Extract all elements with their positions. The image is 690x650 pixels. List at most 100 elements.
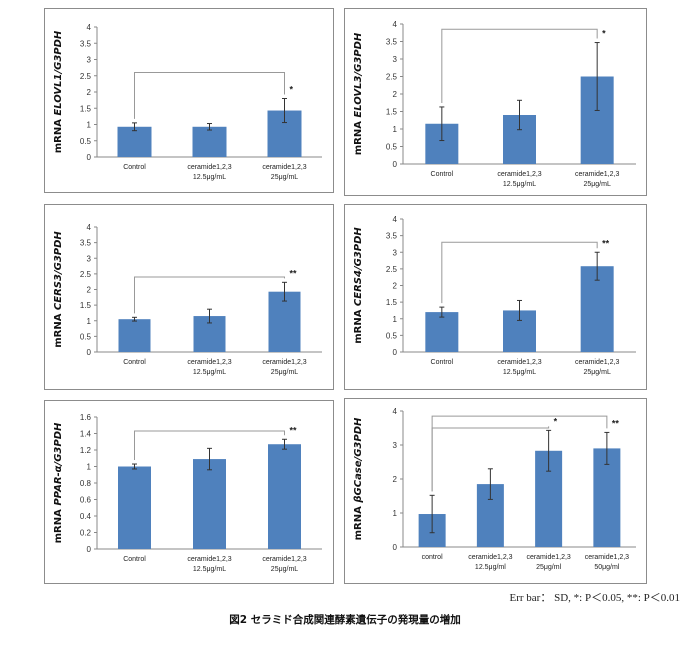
y-tick-label: 2	[393, 475, 398, 484]
y-tick-label: 2	[393, 282, 398, 291]
chart-svg: 0 0.5 1 1.5 2 2.5 3 3.5 4 mRNA CERS3/G3PDH Control…	[53, 223, 322, 376]
bar	[268, 444, 301, 549]
bar	[268, 291, 301, 352]
chart-panel-elovl3: 0 0.5 1 1.5 2 2.5 3 3.5 4 mRNA ELOVL3/G3PDH Contro…	[344, 8, 647, 196]
y-tick-label: 3.5	[386, 38, 398, 47]
y-tick-label: 0.5	[80, 332, 92, 341]
category-label: Control	[123, 359, 146, 366]
y-tick-label: 0.2	[80, 529, 92, 538]
chart-svg: 0 0.5 1 1.5 2 2.5 3 3.5 4 mRNA ELOVL1/G3PDH Contro…	[53, 23, 322, 181]
category-label: 12.5μg/ml	[475, 564, 506, 571]
category-label: ceramide1,2,3	[187, 164, 231, 171]
significance-mark: **	[290, 268, 298, 278]
significance-bracket	[431, 415, 608, 492]
y-tick-label: 0.6	[80, 496, 92, 505]
category-label: ceramide1,2,3	[262, 359, 306, 366]
bar	[118, 319, 151, 352]
y-tick-label: 4	[87, 23, 92, 32]
chart-svg: 0 0.2 0.4 0.6 0.8 1 1.2 1.4 1.6 mRNA PPAR-α/G3PDH…	[53, 413, 322, 573]
y-tick-label: 0	[87, 153, 92, 162]
y-tick-label: 1.5	[386, 298, 398, 307]
y-tick-label: 1	[87, 121, 92, 130]
y-axis-label-prefix: mRNA	[353, 118, 364, 156]
category-label: 12.5μg/mL	[193, 566, 226, 573]
category-label: ceramide1,2,3	[262, 164, 306, 171]
y-tick-label: 1	[393, 125, 398, 134]
y-tick-label: 0.5	[386, 331, 398, 340]
y-tick-label: 2	[393, 90, 398, 99]
significance-mark: *	[554, 416, 558, 426]
y-tick-label: 3	[87, 56, 92, 65]
y-tick-label: 0	[393, 160, 398, 169]
y-axis-label-gene: ELOVL3/G3PDH	[353, 32, 364, 118]
chart-panel-bgcase: 0 1 2 3 4 mRNA βGCase/G3PDH control ceramide1,2…	[344, 398, 647, 584]
y-axis-label: mRNA PPAR-α/G3PDH	[53, 422, 64, 543]
y-axis-label-gene: CERS3/G3PDH	[53, 231, 64, 310]
y-axis-label: mRNA ELOVL3/G3PDH	[353, 32, 364, 155]
y-tick-label: 1.4	[80, 430, 92, 439]
category-label: ceramide1,2,3	[497, 171, 541, 178]
y-axis-label-gene: CERS4/G3PDH	[353, 227, 364, 306]
y-tick-label: 3.5	[386, 232, 398, 241]
y-axis-label: mRNA CERS3/G3PDH	[53, 231, 64, 348]
y-axis-label: mRNA CERS4/G3PDH	[353, 227, 364, 344]
y-tick-label: 3	[393, 441, 398, 450]
y-tick-label: 3.5	[80, 39, 92, 48]
y-tick-label: 1.6	[80, 413, 92, 422]
significance-mark: **	[612, 418, 620, 428]
y-axis-label: mRNA ELOVL1/G3PDH	[53, 30, 64, 153]
category-label: ceramide1,2,3	[187, 556, 231, 563]
category-label: Control	[431, 359, 454, 366]
y-tick-label: 2	[87, 88, 92, 97]
chart-panel-cers4: 0 0.5 1 1.5 2 2.5 3 3.5 4 mRNA CERS4/G3PDH Control…	[344, 204, 647, 390]
y-tick-label: 2	[87, 286, 92, 295]
significance-bracket	[134, 430, 285, 461]
category-label: 12.5μg/mL	[503, 181, 536, 188]
significance-mark: **	[290, 425, 298, 435]
y-tick-label: 2.5	[386, 265, 398, 274]
category-label: ceramide1,2,3	[187, 359, 231, 366]
bar	[192, 126, 227, 157]
y-tick-label: 1.5	[80, 104, 92, 113]
y-tick-label: 3	[87, 254, 92, 263]
category-label: 12.5μg/mL	[503, 369, 536, 376]
y-axis-label: mRNA βGCase/G3PDH	[353, 417, 364, 540]
y-axis-label-gene: βGCase/G3PDH	[353, 417, 364, 504]
chart-panel-ppar-alpha: 0 0.2 0.4 0.6 0.8 1 1.2 1.4 1.6 mRNA PPAR-α/G3PDH…	[44, 400, 334, 584]
category-label: 25μg/mL	[271, 174, 298, 181]
category-label: ceramide1,2,3	[468, 554, 512, 561]
significance-bracket	[134, 72, 285, 119]
y-axis-label-prefix: mRNA	[353, 503, 364, 541]
error-bar-note: Err bar： SD, *: P＜0.05, **: P＜0.01	[509, 592, 681, 604]
bar	[118, 466, 151, 549]
category-label: ceramide1,2,3	[497, 359, 541, 366]
bar	[425, 312, 459, 352]
y-tick-label: 4	[393, 215, 398, 224]
significance-bracket	[134, 276, 285, 314]
significance-bracket	[441, 241, 598, 304]
significance-mark: *	[602, 29, 606, 39]
category-label: 50μg/ml	[594, 564, 619, 571]
y-tick-label: 1.5	[80, 301, 92, 310]
y-tick-label: 3	[393, 55, 398, 64]
y-tick-label: 2.5	[386, 73, 398, 82]
y-tick-label: 0.5	[80, 137, 92, 146]
y-tick-label: 0.5	[386, 143, 398, 152]
y-tick-label: 3.5	[80, 239, 92, 248]
y-tick-label: 1	[393, 509, 398, 518]
chart-panel-elovl1: 0 0.5 1 1.5 2 2.5 3 3.5 4 mRNA ELOVL1/G3PDH Contro…	[44, 8, 334, 193]
category-label: 25μg/mL	[271, 566, 298, 573]
y-axis-label-prefix: mRNA	[353, 306, 364, 344]
y-tick-label: 1.5	[386, 108, 398, 117]
category-label: ceramide1,2,3	[585, 554, 629, 561]
category-label: Control	[123, 556, 146, 563]
category-label: Control	[123, 164, 146, 171]
category-label: ceramide1,2,3	[526, 554, 570, 561]
chart-svg: 0 1 2 3 4 mRNA βGCase/G3PDH control ceramide1,2…	[353, 407, 636, 571]
y-tick-label: 0	[393, 543, 398, 552]
y-tick-label: 4	[393, 20, 398, 29]
y-tick-label: 3	[393, 248, 398, 257]
y-tick-label: 0.4	[80, 512, 92, 521]
y-tick-label: 2.5	[80, 72, 92, 81]
y-tick-label: 1.2	[80, 446, 92, 455]
